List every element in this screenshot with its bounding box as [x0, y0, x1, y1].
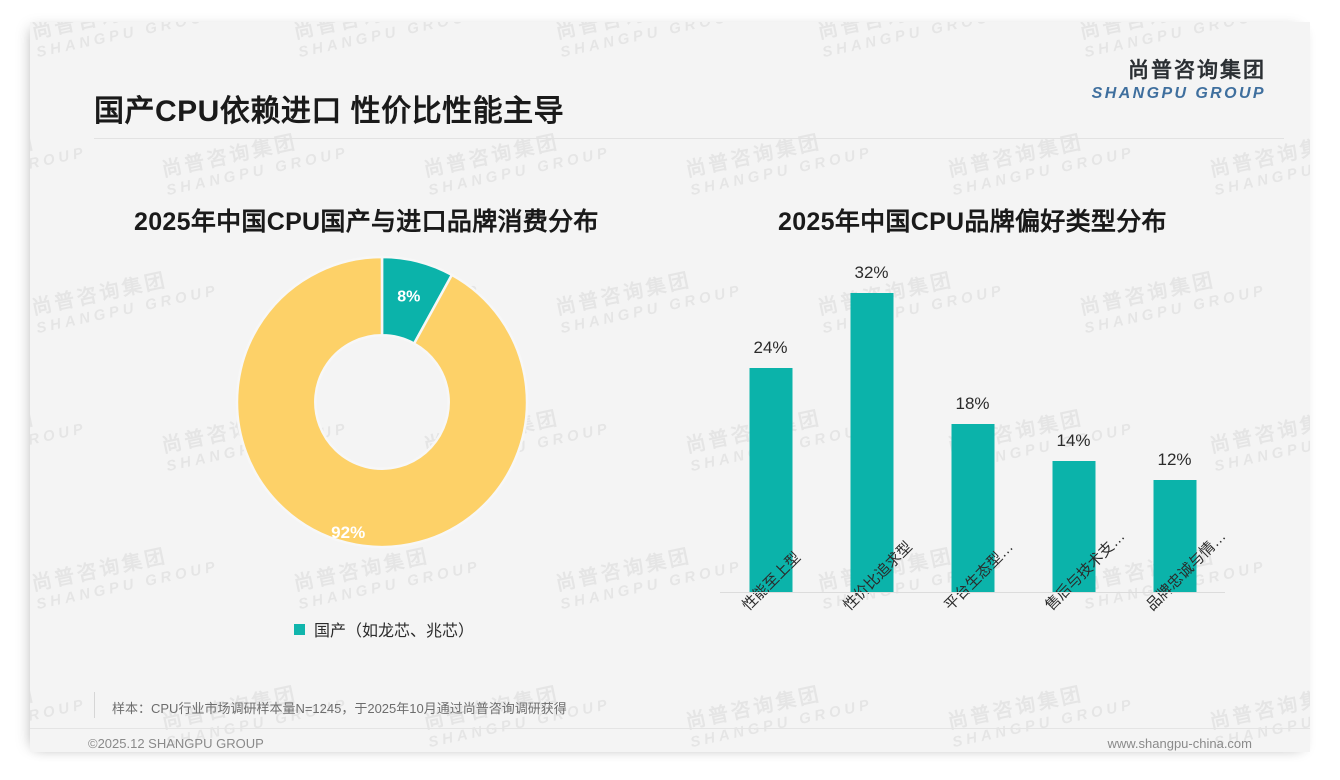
bar[interactable] — [1153, 480, 1196, 592]
donut-chart-area: 8% 92% 国产（如龙芯、兆芯） — [94, 252, 674, 640]
bar-value-label: 18% — [955, 394, 990, 413]
donut-slice[interactable] — [235, 255, 529, 549]
bar-chart-area: 24% 性能至上型 32% 性价比追求型 18% 平台生态型… 14% 售后与技术支… 12% 品… — [710, 256, 1250, 676]
bar-group: 12% 品牌忠诚与情… — [1124, 256, 1229, 614]
donut-legend: 国产（如龙芯、兆芯） — [94, 617, 674, 641]
donut-chart-title: 2025年中国CPU国产与进口品牌消费分布 — [134, 208, 599, 236]
footnote-accent-bar — [94, 692, 95, 718]
bar-group: 18% 平台生态型… — [922, 256, 1023, 614]
donut-slice-label-imported: 92% — [331, 523, 365, 542]
bar-group: 32% 性价比追求型 — [821, 256, 922, 614]
legend-label-domestic: 国产（如龙芯、兆芯） — [313, 623, 474, 640]
slide-header: 国产CPU依赖进口 性价比性能主导 尚普咨询集团 SHANGPU GROUP — [30, 22, 1310, 128]
bar-chart-baseline — [720, 592, 1225, 593]
bar-group: 14% 售后与技术支… — [1023, 256, 1128, 614]
bar[interactable] — [1052, 461, 1095, 592]
bar-value-label: 24% — [753, 338, 788, 357]
bar-chart-title: 2025年中国CPU品牌偏好类型分布 — [778, 208, 1167, 236]
bar[interactable] — [951, 424, 994, 592]
header-divider — [94, 138, 1284, 139]
bar-plot-region: 24% 性能至上型 32% 性价比追求型 18% 平台生态型… 14% 售后与技术支… 12% 品… — [720, 256, 1229, 614]
footnote-text: 样本：CPU行业市场调研样本量N=1245，于2025年10月通过尚普咨询调研获… — [112, 701, 567, 716]
bar-value-label: 14% — [1056, 431, 1091, 451]
bar[interactable] — [850, 293, 893, 592]
brand-logo: 尚普咨询集团 SHANGPU GROUP — [1092, 58, 1266, 103]
footer-divider — [30, 728, 1310, 729]
footer-website[interactable]: www.shangpu-china.com — [1107, 736, 1252, 751]
bar-value-label: 32% — [854, 263, 889, 283]
page-title: 国产CPU依赖进口 性价比性能主导 — [94, 95, 565, 128]
slide-footer: ©2025.12 SHANGPU GROUP www.shangpu-china… — [30, 728, 1310, 752]
donut-chart-svg: 8% 92% — [235, 255, 529, 549]
bar-value-label: 12% — [1157, 450, 1192, 469]
bar[interactable] — [749, 368, 792, 592]
legend-swatch-domestic — [293, 623, 305, 635]
donut-slice-label-domestic: 8% — [397, 289, 420, 306]
donut-chart-panel: 2025年中国CPU国产与进口品牌消费分布 8% 92% 国产（如龙芯、兆芯） — [94, 202, 674, 672]
logo-english-text: SHANGPU GROUP — [1091, 85, 1266, 103]
footer-copyright: ©2025.12 SHANGPU GROUP — [88, 736, 264, 751]
bar-chart-panel: 2025年中国CPU品牌偏好类型分布 24% 性能至上型 32% 性价比追求型 18% 平… — [710, 202, 1270, 672]
bar-group: 24% 性能至上型 — [720, 256, 821, 614]
logo-chinese-text: 尚普咨询集团 — [1128, 59, 1266, 82]
